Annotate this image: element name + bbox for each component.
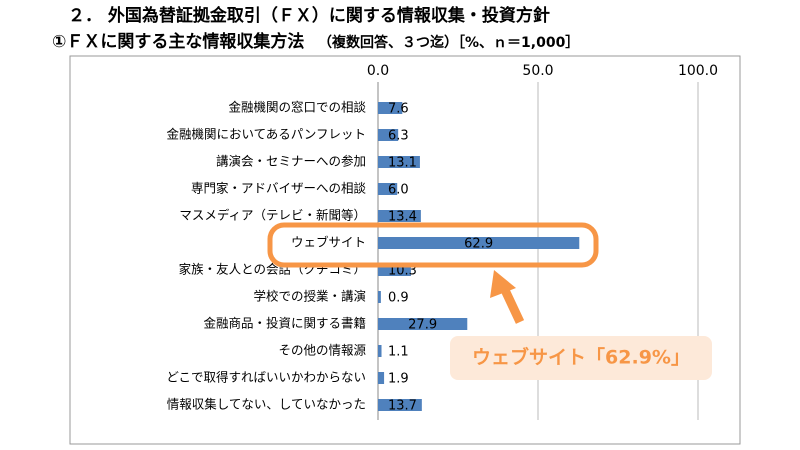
- arrow-shaft: [500, 288, 525, 324]
- y-tick-label: どこで取得すればいいかわからない: [166, 370, 366, 385]
- y-tick-label: 情報収集してない、していなかった: [167, 397, 366, 412]
- y-tick-label: ウェブサイト: [291, 235, 366, 250]
- data-label: 1.9: [388, 372, 409, 387]
- bar: [378, 102, 403, 114]
- x-tick-label: 50.0: [522, 63, 553, 79]
- y-tick-label: 金融機関の窓口での相談: [228, 100, 366, 115]
- data-label: 13.1: [388, 156, 417, 171]
- data-label: 7.6: [388, 102, 409, 117]
- highlight-box: [267, 222, 599, 268]
- data-label: 6.0: [388, 183, 409, 198]
- plot: 0.0 50.0 100.0 金融機関の窓口での相談 7.6 金融機関においてあるパンフレ…: [166, 63, 718, 420]
- callout-text: ウェブサイト「62.9%」: [472, 346, 690, 369]
- data-label: 6.3: [388, 129, 409, 144]
- bar: [378, 291, 381, 303]
- data-label: 27.9: [408, 318, 437, 333]
- data-label: 13.7: [388, 399, 417, 414]
- data-label: 0.9: [388, 291, 409, 306]
- bar: [378, 345, 382, 357]
- x-tick-label: 100.0: [678, 63, 718, 79]
- callout-box: [450, 336, 712, 380]
- y-tick-label: 金融商品・投資に関する書籍: [203, 316, 366, 331]
- data-label: 1.1: [388, 345, 409, 360]
- bar: [378, 399, 422, 411]
- y-tick-label: 金融機関においてあるパンフレット: [166, 127, 366, 142]
- data-label: 13.4: [388, 210, 417, 225]
- bar: [378, 372, 385, 384]
- y-tick-label: マスメディア（テレビ・新聞等）: [179, 208, 366, 223]
- bar: [378, 237, 580, 249]
- chart-subtitle-note: （複数回答、３つ迄）［%、ｎ＝1,000］: [318, 34, 579, 51]
- y-tick-label: その他の情報源: [278, 343, 366, 358]
- bar: [378, 129, 399, 141]
- y-tick-label: 専門家・アドバイザーへの相談: [191, 181, 367, 196]
- plot-frame: [69, 55, 741, 445]
- data-label: 62.9: [464, 237, 493, 252]
- bar: [378, 210, 421, 222]
- chart-title: ２． 外国為替証拠金取引（ＦＸ）に関する情報収集・投資方針: [68, 5, 550, 26]
- y-tick-label: 講演会・セミナーへの参加: [216, 154, 366, 169]
- y-tick-label: 学校での授業・講演: [253, 289, 366, 304]
- bar: [378, 318, 468, 330]
- chart-subtitle: ①ＦＸに関する主な情報収集方法: [52, 31, 304, 52]
- x-tick-label: 0.0: [367, 63, 389, 79]
- bar: [378, 183, 398, 195]
- bar: [378, 156, 420, 168]
- arrow-head: [490, 270, 516, 298]
